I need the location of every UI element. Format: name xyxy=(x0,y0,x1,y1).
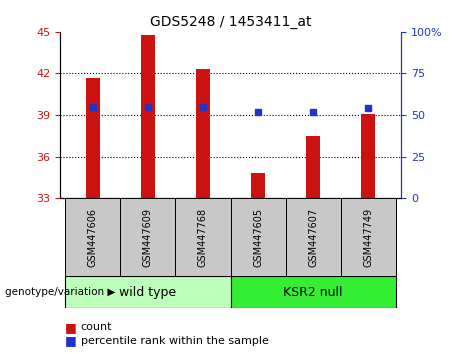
Text: wild type: wild type xyxy=(119,286,177,298)
Bar xyxy=(251,173,265,198)
Text: genotype/variation ▶: genotype/variation ▶ xyxy=(5,287,115,297)
Text: count: count xyxy=(81,322,112,332)
FancyBboxPatch shape xyxy=(65,276,230,308)
Text: GSM447607: GSM447607 xyxy=(308,207,318,267)
Text: ■: ■ xyxy=(65,321,76,334)
FancyBboxPatch shape xyxy=(285,198,341,276)
Bar xyxy=(141,35,155,198)
Title: GDS5248 / 1453411_at: GDS5248 / 1453411_at xyxy=(150,16,311,29)
Text: KSR2 null: KSR2 null xyxy=(283,286,343,298)
Text: ■: ■ xyxy=(65,334,76,347)
Text: GSM447605: GSM447605 xyxy=(253,207,263,267)
Text: GSM447606: GSM447606 xyxy=(88,208,98,267)
Bar xyxy=(306,136,320,198)
Bar xyxy=(361,114,375,198)
FancyBboxPatch shape xyxy=(230,276,396,308)
FancyBboxPatch shape xyxy=(65,198,120,276)
Bar xyxy=(196,69,210,198)
Text: GSM447609: GSM447609 xyxy=(143,208,153,267)
FancyBboxPatch shape xyxy=(176,198,230,276)
Text: GSM447749: GSM447749 xyxy=(363,207,373,267)
FancyBboxPatch shape xyxy=(230,198,285,276)
Bar xyxy=(86,78,100,198)
FancyBboxPatch shape xyxy=(341,198,396,276)
FancyBboxPatch shape xyxy=(120,198,176,276)
Text: percentile rank within the sample: percentile rank within the sample xyxy=(81,336,269,346)
Text: GSM447768: GSM447768 xyxy=(198,207,208,267)
